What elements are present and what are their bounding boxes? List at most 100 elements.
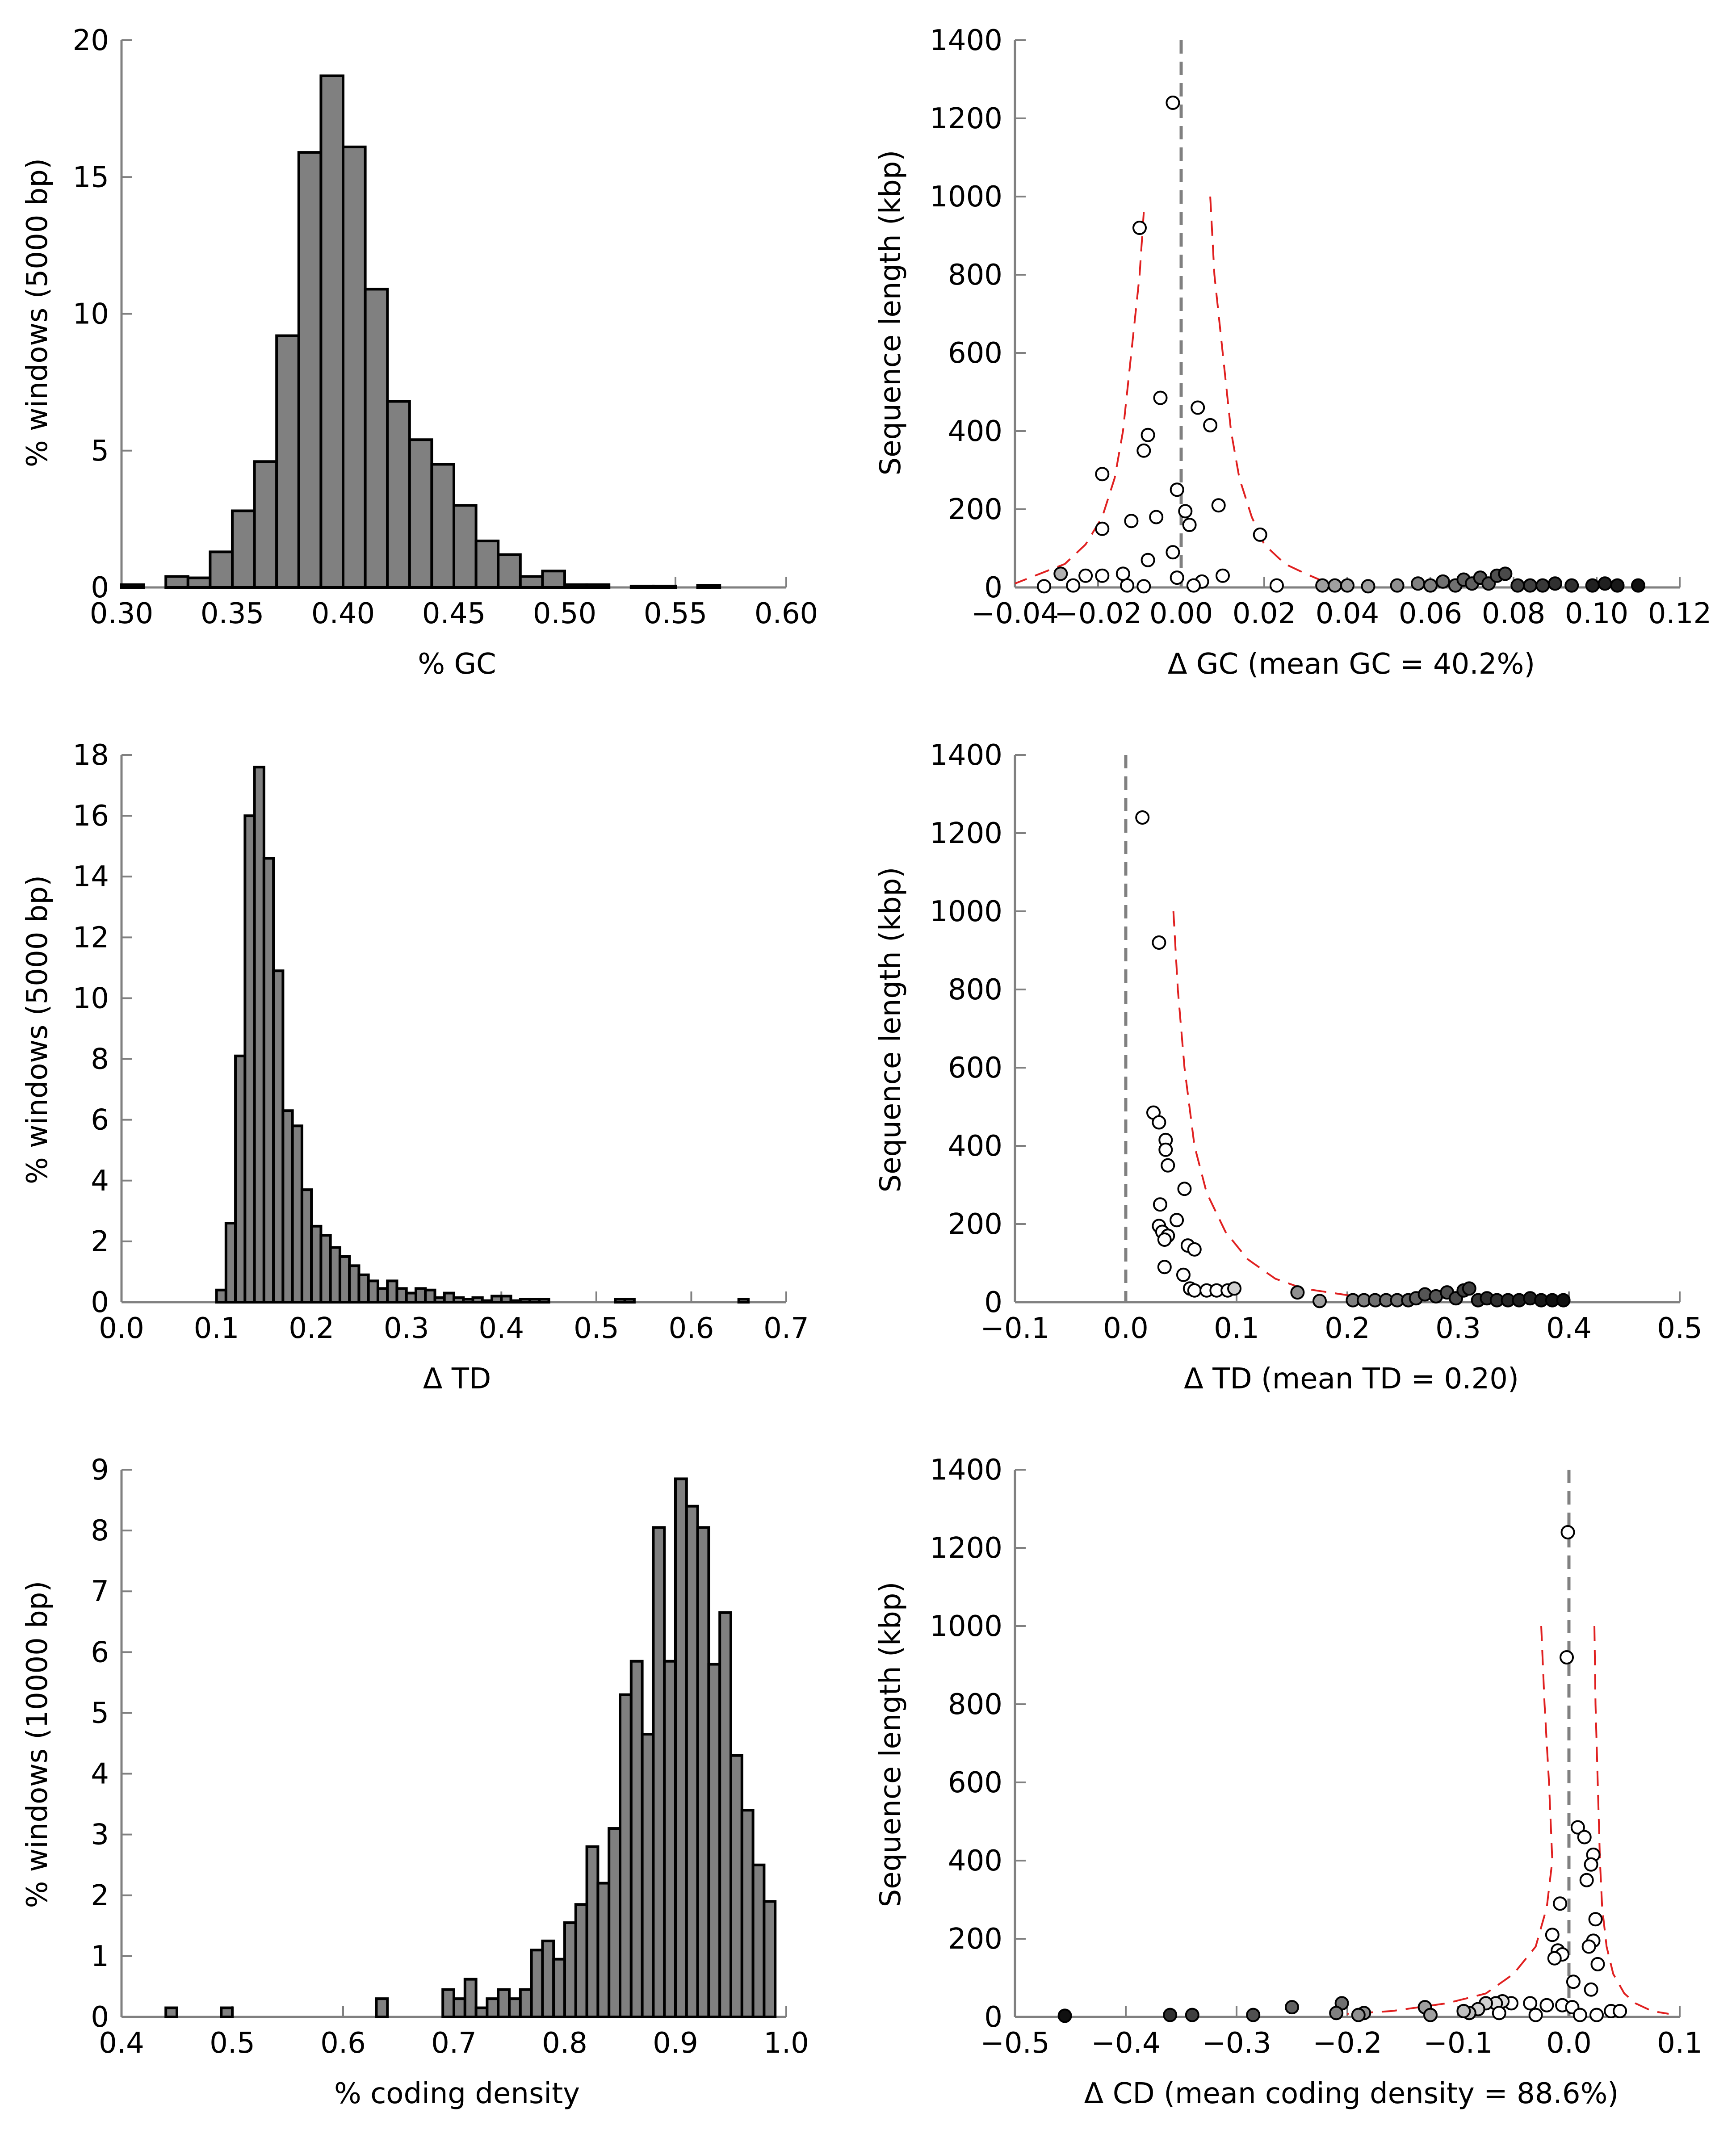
scatter-point: [1037, 579, 1052, 594]
histogram-bar: [519, 575, 544, 589]
y-tick-label: 0: [91, 2001, 109, 2034]
scatter-point: [1390, 578, 1405, 593]
scatter-point: [1166, 545, 1180, 560]
scatter-point: [1285, 2000, 1299, 2015]
scatter-point: [1523, 1996, 1538, 2011]
histogram-bar: [342, 145, 367, 589]
x-tick-label: −0.02: [1054, 597, 1142, 630]
histogram-bar: [224, 1222, 237, 1304]
y-tick-label: 600: [948, 1766, 1002, 1799]
x-tick-label: 0.5: [1657, 1312, 1702, 1345]
histogram-bar: [453, 504, 478, 589]
scatter-point: [1166, 96, 1180, 110]
histogram-bar: [253, 766, 265, 1304]
histogram-bar: [509, 1299, 522, 1304]
y-tick-label: 12: [73, 921, 109, 954]
scatter-point: [1545, 1928, 1560, 1942]
histogram-bar: [414, 1287, 427, 1304]
histogram-bar: [215, 1288, 227, 1304]
y-tick-label: 1000: [930, 895, 1002, 928]
histogram-bar: [275, 334, 300, 589]
scatter-point: [1510, 578, 1525, 593]
scatter-point: [1435, 574, 1450, 589]
y-tick-label: 0: [984, 571, 1002, 604]
scatter-point: [1132, 221, 1147, 235]
histogram-bar: [574, 1903, 588, 2018]
scatter-point: [1547, 1951, 1562, 1966]
x-tick-label: 0.4: [1546, 1312, 1592, 1345]
histogram-bar: [408, 438, 433, 589]
histogram-bar: [541, 1939, 555, 2019]
y-tick-label: 1400: [930, 24, 1002, 57]
histogram-bar: [497, 1988, 511, 2018]
histogram-bar: [281, 1109, 294, 1304]
x-tick-label: 0.3: [384, 1312, 429, 1345]
scatter-point: [1057, 2008, 1072, 2023]
x-tick-label: 0.6: [320, 2027, 366, 2060]
scatter-point: [1135, 810, 1150, 825]
x-tick-label: −0.5: [980, 2027, 1049, 2060]
histogram-bar: [623, 1298, 636, 1304]
y-tick-label: 1400: [930, 1454, 1002, 1487]
y-axis-label: Sequence length (kbp): [874, 1582, 907, 1907]
histogram-bar: [348, 1264, 361, 1304]
histogram-bar: [297, 151, 323, 589]
y-tick-label: 5: [91, 1697, 109, 1730]
scatter-point: [1153, 390, 1168, 405]
histogram-bar: [519, 1298, 532, 1304]
scatter-point: [1187, 1283, 1202, 1298]
x-tick-label: 0.9: [653, 2027, 698, 2060]
histogram-bar: [508, 1997, 522, 2018]
scatter-point: [1170, 570, 1184, 585]
scatter-point: [1329, 2006, 1344, 2021]
histogram-bar: [491, 1295, 503, 1304]
scatter-point: [1570, 1820, 1585, 1835]
scatter-point: [1136, 579, 1151, 594]
histogram-bar: [186, 576, 212, 589]
x-tick-label: 0.8: [542, 2027, 587, 2060]
scatter-point: [1095, 568, 1110, 583]
y-tick-label: 1400: [930, 739, 1002, 772]
scatter-point: [1187, 1242, 1202, 1257]
y-axis-label: Sequence length (kbp): [874, 150, 907, 476]
x-axis-label: Δ GC (mean GC = 40.2%): [1168, 648, 1535, 681]
scatter-point: [1351, 2008, 1366, 2022]
y-tick-label: 10: [73, 298, 109, 331]
histogram-bar: [441, 1988, 456, 2018]
scatter-point: [1157, 1260, 1172, 1274]
y-tick-label: 5: [91, 435, 109, 468]
y-tick-label: 15: [73, 161, 109, 194]
histogram-bar: [367, 1279, 379, 1304]
histogram-bar: [164, 575, 189, 589]
x-tick-label: 0.7: [431, 2027, 477, 2060]
histogram-bar: [674, 1477, 688, 2019]
x-tick-label: 0.2: [1325, 1312, 1370, 1345]
scatter-point: [1523, 578, 1538, 593]
scatter-point: [1203, 418, 1218, 432]
envelope-curve-right: [1593, 1626, 1669, 2015]
x-tick-label: −0.04: [971, 597, 1059, 630]
histogram-bar: [462, 1298, 474, 1304]
histogram-bar: [424, 1288, 436, 1304]
x-tick-label: 0.0: [99, 1312, 144, 1345]
x-tick-label: 0.5: [574, 1312, 619, 1345]
x-tick-label: 0.35: [201, 597, 264, 630]
histogram-bar: [164, 2006, 179, 2019]
scatter-point: [1456, 2004, 1471, 2018]
y-tick-label: 600: [948, 337, 1002, 370]
y-tick-label: 1000: [930, 1610, 1002, 1643]
scatter-point: [1560, 1525, 1575, 1539]
x-tick-label: −0.2: [1312, 2027, 1382, 2060]
x-tick-label: 0.55: [644, 597, 708, 630]
x-tick-label: −0.1: [980, 1312, 1049, 1345]
scatter-point: [1631, 578, 1645, 593]
histogram-bar: [596, 1882, 611, 2019]
x-axis-label: % GC: [418, 648, 496, 681]
y-tick-label: 600: [948, 1052, 1002, 1085]
scatter-point: [1053, 566, 1068, 581]
histogram-bar: [740, 1809, 755, 2018]
histogram-bar: [481, 1299, 494, 1304]
y-tick-label: 800: [948, 1688, 1002, 1721]
histogram-bar: [272, 969, 285, 1304]
panel-td-scatter: Δ TD (mean TD = 0.20) Sequence length (k…: [874, 739, 1702, 1396]
